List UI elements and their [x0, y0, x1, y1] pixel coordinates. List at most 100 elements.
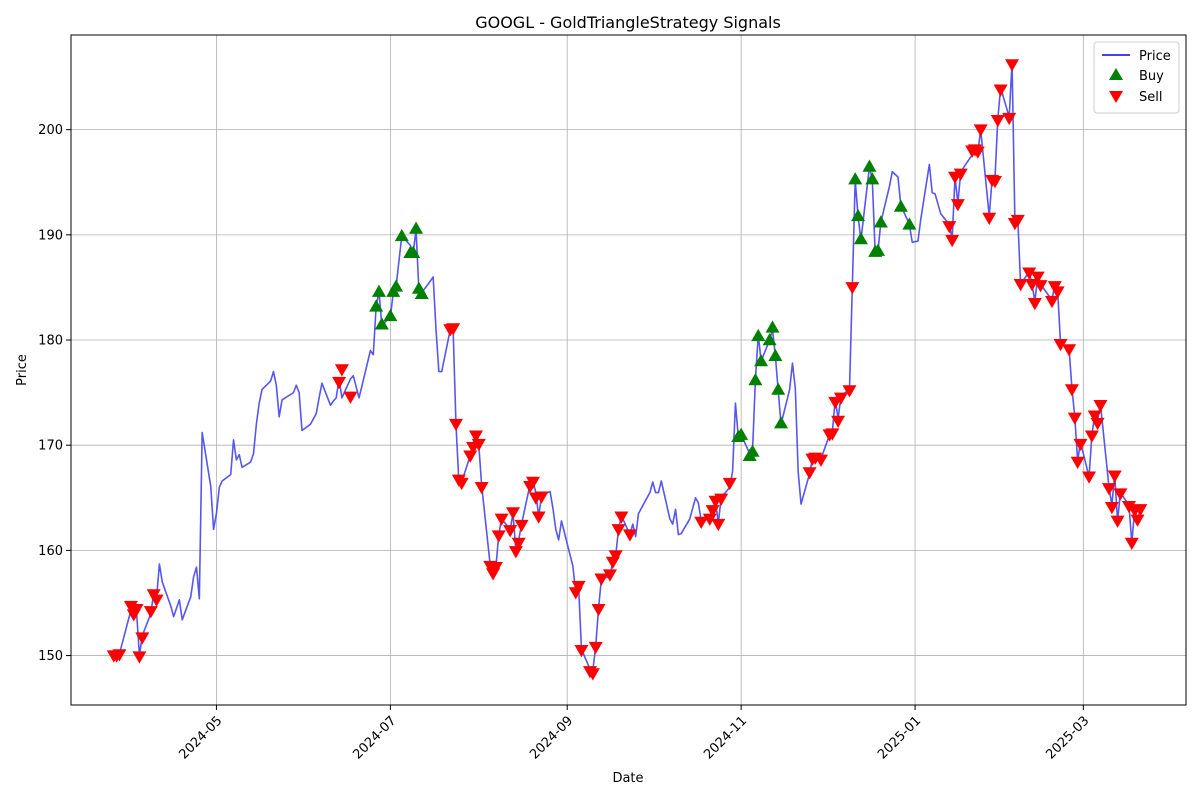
sell-marker — [614, 511, 629, 524]
sell-marker — [123, 600, 138, 614]
sell-marker — [813, 454, 828, 467]
sell-marker — [1104, 502, 1119, 515]
sell-marker — [591, 604, 606, 617]
sell-marker — [149, 594, 164, 607]
sell-marker — [514, 519, 529, 533]
chart-title: GOOGL - GoldTriangleStrategy Signals — [475, 13, 781, 32]
buy-marker — [414, 286, 429, 299]
sell-marker — [1005, 59, 1020, 72]
sell-marker — [446, 323, 461, 336]
sell-marker — [1022, 267, 1037, 280]
sell-marker — [1013, 279, 1028, 292]
buy-marker — [873, 215, 888, 228]
sell-marker — [1087, 410, 1102, 423]
buy-marker — [762, 333, 777, 346]
sell-marker — [1064, 384, 1079, 397]
grid — [71, 35, 1186, 705]
sell-marker — [332, 376, 347, 390]
sell-marker — [585, 668, 600, 681]
sell-marker — [705, 505, 720, 518]
buy-marker — [865, 172, 880, 185]
sell-marker — [622, 529, 637, 542]
buy-marker — [851, 208, 866, 222]
sell-marker — [511, 537, 526, 551]
buy-marker — [751, 328, 766, 342]
sell-marker — [1090, 417, 1105, 431]
sell-marker — [608, 550, 623, 563]
sell-marker — [990, 114, 1005, 128]
buy-marker — [406, 245, 421, 258]
sell-marker — [833, 392, 848, 405]
buy-marker — [409, 221, 424, 234]
buy-marker — [734, 427, 749, 440]
buy-marker — [771, 382, 786, 395]
sell-marker — [494, 513, 509, 526]
sell-marker — [1107, 470, 1122, 483]
sell-marker — [506, 507, 521, 520]
y-tick-label: 150 — [38, 649, 63, 664]
sell-marker — [1093, 399, 1108, 413]
sell-marker — [135, 632, 150, 645]
sell-marker — [1070, 456, 1085, 470]
sell-marker — [112, 649, 127, 662]
sell-marker — [694, 516, 709, 529]
sell-marker — [1084, 430, 1099, 443]
sell-marker — [711, 518, 726, 532]
buy-marker — [871, 243, 886, 256]
sell-marker — [468, 430, 483, 443]
legend-buy-swatch — [1109, 68, 1123, 80]
sell-marker — [1050, 286, 1065, 299]
sell-marker — [1053, 338, 1068, 352]
sell-marker — [503, 525, 518, 538]
sell-marker — [508, 546, 523, 559]
sell-marker — [722, 477, 737, 491]
y-tick-label: 200 — [38, 123, 63, 138]
sell-marker — [953, 168, 968, 181]
sell-marker — [534, 491, 549, 504]
legend: Price Buy Sell — [1093, 41, 1180, 114]
buy-marker — [374, 317, 389, 330]
sell-marker — [574, 645, 589, 658]
y-tick-label: 170 — [38, 439, 63, 454]
sell-marker — [491, 530, 506, 543]
buy-marker — [902, 217, 917, 230]
sell-marker — [525, 476, 540, 490]
sell-marker — [1124, 537, 1139, 551]
buy-marker — [774, 416, 789, 429]
sell-marker — [132, 651, 147, 664]
buy-marker — [369, 299, 384, 312]
sell-marker — [143, 606, 158, 619]
legend-price-label: Price — [1139, 49, 1171, 64]
buy-marker — [394, 228, 409, 242]
sell-marker — [1030, 271, 1045, 284]
legend-sell-swatch — [1109, 91, 1123, 103]
sell-marker — [488, 561, 503, 575]
sell-marker — [942, 221, 957, 234]
plot-series — [106, 59, 1148, 681]
sell-marker — [343, 391, 358, 404]
sell-marker — [129, 604, 144, 617]
buy-marker — [754, 354, 769, 367]
sell-marker — [714, 493, 729, 506]
buy-marker — [768, 348, 783, 362]
y-tick-label: 180 — [38, 334, 63, 349]
sell-marker — [611, 524, 626, 537]
sell-marker — [1082, 471, 1097, 484]
sell-marker — [993, 84, 1008, 97]
sell-marker — [825, 428, 840, 441]
sell-marker — [950, 199, 965, 212]
sell-marker — [474, 482, 489, 495]
plot-area-frame — [70, 34, 1187, 706]
sell-marker — [602, 569, 617, 582]
buy-marker — [745, 444, 760, 457]
y-tick-label: 190 — [38, 228, 63, 243]
sell-marker — [1062, 344, 1077, 357]
sell-marker — [982, 212, 997, 226]
sell-marker — [454, 477, 469, 491]
sell-marker — [702, 513, 717, 526]
sell-marker — [1067, 412, 1082, 425]
buy-marker — [862, 159, 877, 172]
sell-marker — [334, 364, 349, 377]
sell-marker — [1027, 297, 1042, 311]
sell-marker — [531, 511, 546, 524]
